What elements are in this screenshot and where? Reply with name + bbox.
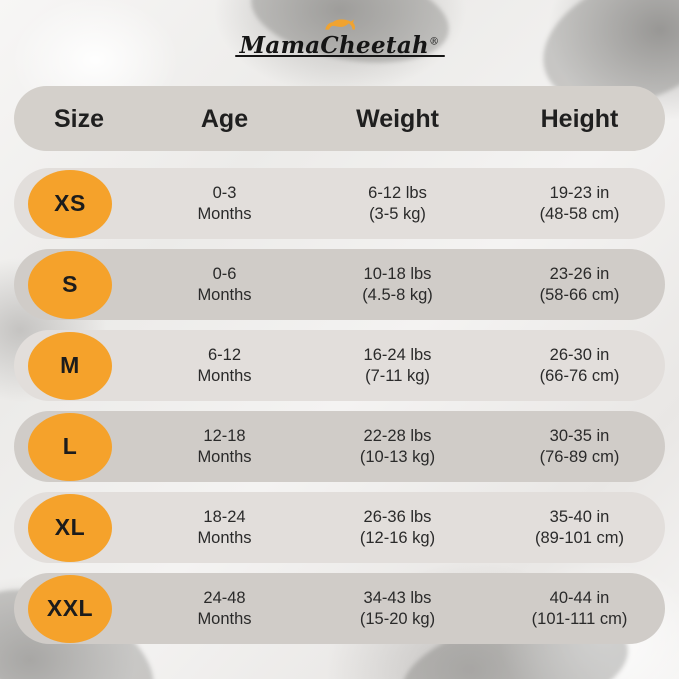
cell-weight-line1: 6-12 lbs bbox=[368, 183, 427, 202]
cell-weight: 22-28 lbs (10-13 kg) bbox=[310, 426, 485, 468]
cell-age-line1: 24-48 bbox=[203, 588, 246, 607]
cell-weight: 34-43 lbs (15-20 kg) bbox=[310, 588, 485, 630]
size-badge: L bbox=[28, 412, 112, 481]
header-weight: Weight bbox=[356, 104, 439, 133]
cell-age: 12-18 Months bbox=[147, 426, 302, 468]
cell-weight-line1: 16-24 lbs bbox=[363, 345, 432, 364]
cell-weight-line2: (15-20 kg) bbox=[359, 609, 436, 628]
cell-weight-line1: 10-18 lbs bbox=[363, 264, 432, 283]
cell-height-line1: 23-26 in bbox=[549, 264, 610, 283]
cell-age-line1: 12-18 bbox=[203, 426, 246, 445]
cell-age-line2: Months bbox=[197, 447, 252, 466]
cell-weight-line2: (10-13 kg) bbox=[359, 447, 436, 466]
cell-age-line1: 0-3 bbox=[212, 183, 237, 202]
cheetah-silhouette-icon bbox=[324, 19, 355, 30]
cell-age: 0-3 Months bbox=[147, 183, 302, 225]
cell-height-line1: 26-30 in bbox=[549, 345, 610, 364]
table-row: M 6-12 Months 16-24 lbs (7-11 kg) 26-30 … bbox=[14, 330, 665, 401]
table-row: S 0-6 Months 10-18 lbs (4.5-8 kg) 23-26 … bbox=[14, 249, 665, 320]
cell-height-line2: (76-89 cm) bbox=[539, 447, 620, 466]
table-row: L 12-18 Months 22-28 lbs (10-13 kg) 30-3… bbox=[14, 411, 665, 482]
size-badge: S bbox=[28, 250, 112, 319]
header-height: Height bbox=[540, 104, 619, 133]
cell-height: 19-23 in (48-58 cm) bbox=[492, 183, 667, 225]
cell-height-line2: (89-101 cm) bbox=[535, 528, 624, 547]
cell-weight: 26-36 lbs (12-16 kg) bbox=[310, 507, 485, 549]
cell-height-line1: 35-40 in bbox=[549, 507, 610, 526]
cell-height: 26-30 in (66-76 cm) bbox=[492, 345, 667, 387]
logo-underline bbox=[234, 55, 445, 57]
size-badge: XS bbox=[28, 169, 112, 238]
table-row: XXL 24-48 Months 34-43 lbs (15-20 kg) 40… bbox=[14, 573, 665, 644]
cell-weight-line1: 22-28 lbs bbox=[363, 426, 432, 445]
cell-weight: 16-24 lbs (7-11 kg) bbox=[310, 345, 485, 387]
cell-age-line2: Months bbox=[197, 204, 252, 223]
cell-weight-line1: 34-43 lbs bbox=[363, 588, 432, 607]
cell-height-line1: 19-23 in bbox=[549, 183, 610, 202]
table-row: XS 0-3 Months 6-12 lbs (3-5 kg) 19-23 in… bbox=[14, 168, 665, 239]
cell-age: 18-24 Months bbox=[147, 507, 302, 549]
brand-logo: MamaCheetah® bbox=[0, 16, 679, 74]
cell-height: 40-44 in (101-111 cm) bbox=[492, 588, 667, 630]
cell-height-line2: (48-58 cm) bbox=[539, 204, 620, 223]
cell-height: 30-35 in (76-89 cm) bbox=[492, 426, 667, 468]
cell-age: 6-12 Months bbox=[147, 345, 302, 387]
cell-age-line1: 0-6 bbox=[212, 264, 237, 283]
brand-name-text: MamaCheetah bbox=[239, 32, 430, 59]
header-age: Age bbox=[200, 104, 249, 133]
cell-height-line2: (66-76 cm) bbox=[539, 366, 620, 385]
cell-weight-line2: (3-5 kg) bbox=[369, 204, 426, 223]
cell-age-line2: Months bbox=[197, 366, 252, 385]
header-size: Size bbox=[53, 104, 105, 133]
cell-age: 24-48 Months bbox=[147, 588, 302, 630]
cell-weight-line2: (12-16 kg) bbox=[359, 528, 436, 547]
cell-age: 0-6 Months bbox=[147, 264, 302, 306]
cell-height-line2: (58-66 cm) bbox=[539, 285, 620, 304]
cell-age-line2: Months bbox=[197, 285, 252, 304]
cell-weight-line2: (7-11 kg) bbox=[365, 366, 430, 385]
cell-weight-line1: 26-36 lbs bbox=[363, 507, 432, 526]
size-badge: M bbox=[28, 331, 112, 400]
cell-height-line2: (101-111 cm) bbox=[531, 609, 628, 628]
table-header-row: Size Age Weight Height bbox=[14, 86, 665, 151]
table-row: XL 18-24 Months 26-36 lbs (12-16 kg) 35-… bbox=[14, 492, 665, 563]
size-badge: XL bbox=[28, 493, 112, 562]
registered-mark: ® bbox=[429, 36, 440, 48]
cell-height: 35-40 in (89-101 cm) bbox=[492, 507, 667, 549]
brand-name: MamaCheetah® bbox=[240, 32, 440, 59]
cell-weight: 10-18 lbs (4.5-8 kg) bbox=[310, 264, 485, 306]
cell-height-line1: 30-35 in bbox=[549, 426, 610, 445]
size-badge: XXL bbox=[28, 574, 112, 643]
cell-height-line1: 40-44 in bbox=[549, 588, 610, 607]
cell-weight: 6-12 lbs (3-5 kg) bbox=[310, 183, 485, 225]
cell-weight-line2: (4.5-8 kg) bbox=[362, 285, 433, 304]
cell-age-line1: 18-24 bbox=[203, 507, 246, 526]
size-chart-table: Size Age Weight Height XS 0-3 Months 6-1… bbox=[14, 86, 665, 654]
cell-age-line1: 6-12 bbox=[207, 345, 242, 364]
cell-age-line2: Months bbox=[197, 528, 252, 547]
cell-height: 23-26 in (58-66 cm) bbox=[492, 264, 667, 306]
cell-age-line2: Months bbox=[197, 609, 252, 628]
